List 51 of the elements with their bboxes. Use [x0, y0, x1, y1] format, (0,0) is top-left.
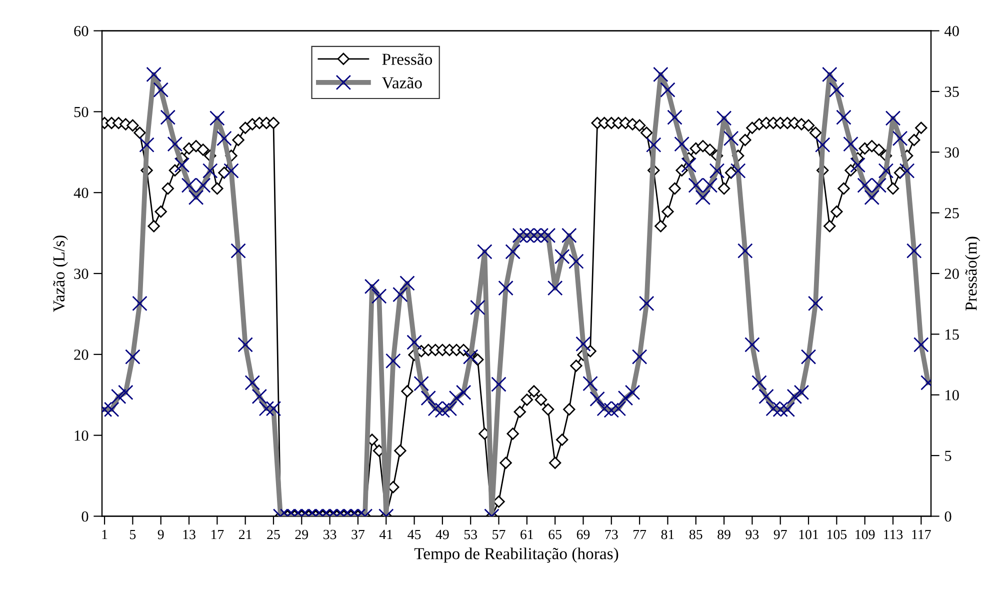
x-tick-label: 9: [158, 530, 164, 540]
x-tick-label: 53: [464, 530, 478, 540]
x-tick-label: 33: [324, 530, 336, 540]
x-tick-label: 113: [884, 530, 903, 540]
x-tick-label: 97: [774, 530, 787, 540]
x-tick-label: 1: [102, 530, 108, 540]
x-tick-label: 5: [130, 530, 136, 540]
legend-label: Vazão: [382, 77, 422, 89]
y-tick-label: 0: [82, 511, 88, 522]
y-tick-label: 40: [74, 188, 88, 198]
x-tick-label: 81: [661, 530, 674, 540]
y-axis-title: Vazão (L/s): [52, 236, 68, 312]
x-tick-label: 77: [634, 530, 646, 540]
x-tick-label: 25: [267, 530, 280, 540]
x-tick-label: 29: [295, 530, 308, 540]
x-tick-label: 17: [211, 530, 224, 540]
x-tick-label: 41: [379, 530, 392, 540]
legend-label: Pressão: [382, 54, 432, 65]
x-tick-label: 105: [827, 530, 847, 540]
x-tick-label: 109: [856, 530, 875, 540]
y-tick-label: 50: [74, 106, 88, 118]
x-tick-label: 89: [718, 530, 730, 540]
x-axis-title: Tempo de Reabilitação (horas): [414, 548, 618, 563]
x-tick-label: 101: [799, 530, 818, 540]
x-tick-label: 13: [183, 530, 196, 540]
x-tick-label: 61: [520, 530, 534, 540]
y2-tick-label: 0: [944, 511, 952, 522]
y2-axis-title: Pressão(m): [965, 236, 980, 311]
y2-tick-label: 10: [946, 390, 959, 400]
x-tick-label: 49: [436, 530, 449, 540]
x-tick-label: 93: [746, 530, 759, 540]
x-tick-label: 21: [238, 530, 252, 540]
x-tick-label: 69: [576, 530, 590, 540]
y2-tick-label: 20: [944, 268, 959, 279]
x-tick-label: 37: [352, 530, 365, 540]
y-tick-label: 10: [74, 430, 88, 441]
x-tick-label: 45: [408, 530, 421, 540]
y-tick-label: 30: [74, 268, 88, 279]
y2-tick-label: 30: [944, 147, 959, 158]
x-tick-label: 117: [912, 530, 931, 540]
y2-tick-label: 25: [944, 208, 959, 218]
y2-tick-label: 15: [946, 329, 959, 340]
y-tick-label: 20: [74, 350, 88, 360]
x-tick-label: 73: [605, 530, 618, 540]
x-tick-label: 85: [689, 530, 702, 540]
y-tick-label: 60: [74, 26, 88, 36]
y2-tick-label: 5: [945, 450, 952, 461]
y2-tick-label: 35: [944, 86, 959, 97]
x-tick-label: 65: [548, 530, 562, 540]
y2-tick-label: 40: [944, 26, 959, 36]
x-tick-label: 57: [492, 530, 506, 540]
